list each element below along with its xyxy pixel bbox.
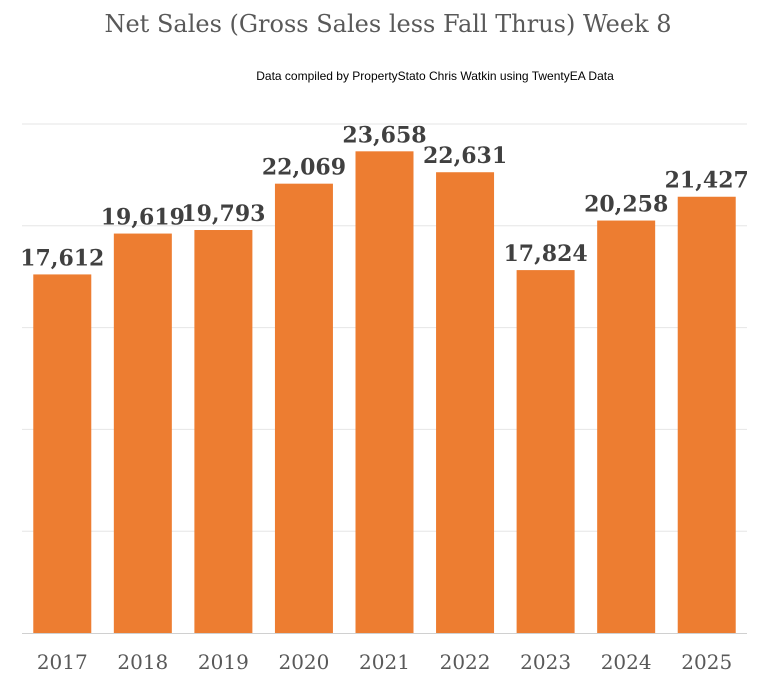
x-tick-label-2017: 2017	[37, 650, 88, 674]
bar-2023	[516, 270, 575, 633]
bars	[33, 151, 736, 633]
data-label-2017: 17,612	[20, 245, 104, 271]
x-tick-label-2024: 2024	[601, 650, 652, 674]
x-tick-label-2020: 2020	[278, 650, 329, 674]
bar-2024	[597, 220, 656, 633]
bar-2021	[355, 151, 414, 633]
data-label-2025: 21,427	[665, 168, 749, 194]
data-label-2022: 22,631	[423, 143, 507, 169]
x-tick-label-2019: 2019	[198, 650, 249, 674]
data-label-2023: 17,824	[504, 241, 588, 267]
bar-2018	[113, 233, 172, 633]
bar-2022	[436, 172, 495, 633]
data-label-2020: 22,069	[262, 155, 346, 181]
bar-2019	[194, 230, 253, 633]
x-tick-label-2023: 2023	[520, 650, 571, 674]
data-label-2018: 19,619	[101, 205, 185, 231]
chart-title: Net Sales (Gross Sales less Fall Thrus) …	[104, 10, 671, 38]
x-tick-label-2022: 2022	[440, 650, 491, 674]
x-tick-label-2018: 2018	[117, 650, 168, 674]
x-tick-label-2025: 2025	[681, 650, 732, 674]
data-label-2024: 20,258	[584, 192, 668, 218]
x-tick-label-2021: 2021	[359, 650, 410, 674]
x-axis-ticks: 2017 2018 2019 2020 2021 2022 2023 2024 2025	[37, 650, 732, 674]
bar-2017	[33, 274, 92, 633]
bar-2020	[274, 183, 333, 633]
chart-subtitle: Data compiled by PropertyStato Chris Wat…	[256, 69, 614, 83]
data-label-2021: 23,658	[342, 122, 426, 148]
bar-2025	[677, 196, 736, 633]
data-label-2019: 19,793	[181, 201, 265, 227]
